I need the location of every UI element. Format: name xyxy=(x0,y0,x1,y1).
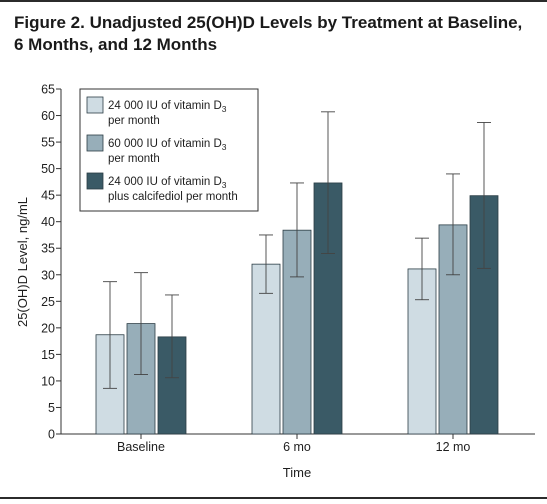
legend-label: 24 000 IU of vitamin D3 xyxy=(108,100,227,114)
y-tick-label: 60 xyxy=(41,109,55,123)
legend-label-line-2: per month xyxy=(108,153,160,165)
legend-swatch xyxy=(86,172,104,190)
figure-title-line-1: Figure 2. Unadjusted 25(OH)D Levels by T… xyxy=(14,13,523,32)
x-axis-tick-labels: Baseline 6 mo 12 mo xyxy=(117,434,470,454)
x-axis-label: Time xyxy=(283,465,311,480)
figure-title: Figure 2. Unadjusted 25(OH)D Levels by T… xyxy=(14,12,534,56)
y-tick-label: 15 xyxy=(41,348,55,362)
error-bars xyxy=(103,111,491,389)
y-axis-ticks: 0 5 10 15 20 25 30 35 40 45 50 55 60 65 xyxy=(41,83,61,442)
legend-swatch xyxy=(86,96,104,114)
y-tick-label: 35 xyxy=(41,242,55,256)
legend-label: 24 000 IU of vitamin D3 xyxy=(108,176,227,190)
legend-label-line-2: plus calcifediol per month xyxy=(108,191,238,203)
y-tick-label: 40 xyxy=(41,215,55,229)
legend-subscript: 3 xyxy=(222,142,227,152)
y-tick-label: 55 xyxy=(41,136,55,150)
y-tick-label: 5 xyxy=(48,401,55,415)
x-tick-label: Baseline xyxy=(117,440,165,454)
x-tick-label: 12 mo xyxy=(436,440,471,454)
y-axis-label: 25(OH)D Level, ng/mL xyxy=(15,197,30,327)
y-tick-label: 20 xyxy=(41,321,55,335)
figure-bottom-rule xyxy=(0,497,547,499)
x-tick-label: 6 mo xyxy=(283,440,311,454)
y-tick-label: 30 xyxy=(41,268,55,282)
legend-swatch xyxy=(86,134,104,152)
figure-title-line-2: 6 Months, and 12 Months xyxy=(14,35,218,54)
legend-subscript: 3 xyxy=(222,104,227,114)
figure-top-rule xyxy=(0,0,547,2)
legend-label-line-2: per month xyxy=(108,115,160,127)
y-tick-label: 10 xyxy=(41,374,55,388)
legend-box xyxy=(79,88,259,212)
y-tick-label: 45 xyxy=(41,189,55,203)
legend-label: 60 000 IU of vitamin D3 xyxy=(108,138,227,152)
y-tick-label: 65 xyxy=(41,83,55,97)
y-tick-label: 25 xyxy=(41,295,55,309)
legend-subscript: 3 xyxy=(222,180,227,190)
y-tick-label: 0 xyxy=(48,428,55,442)
y-tick-label: 50 xyxy=(41,162,55,176)
